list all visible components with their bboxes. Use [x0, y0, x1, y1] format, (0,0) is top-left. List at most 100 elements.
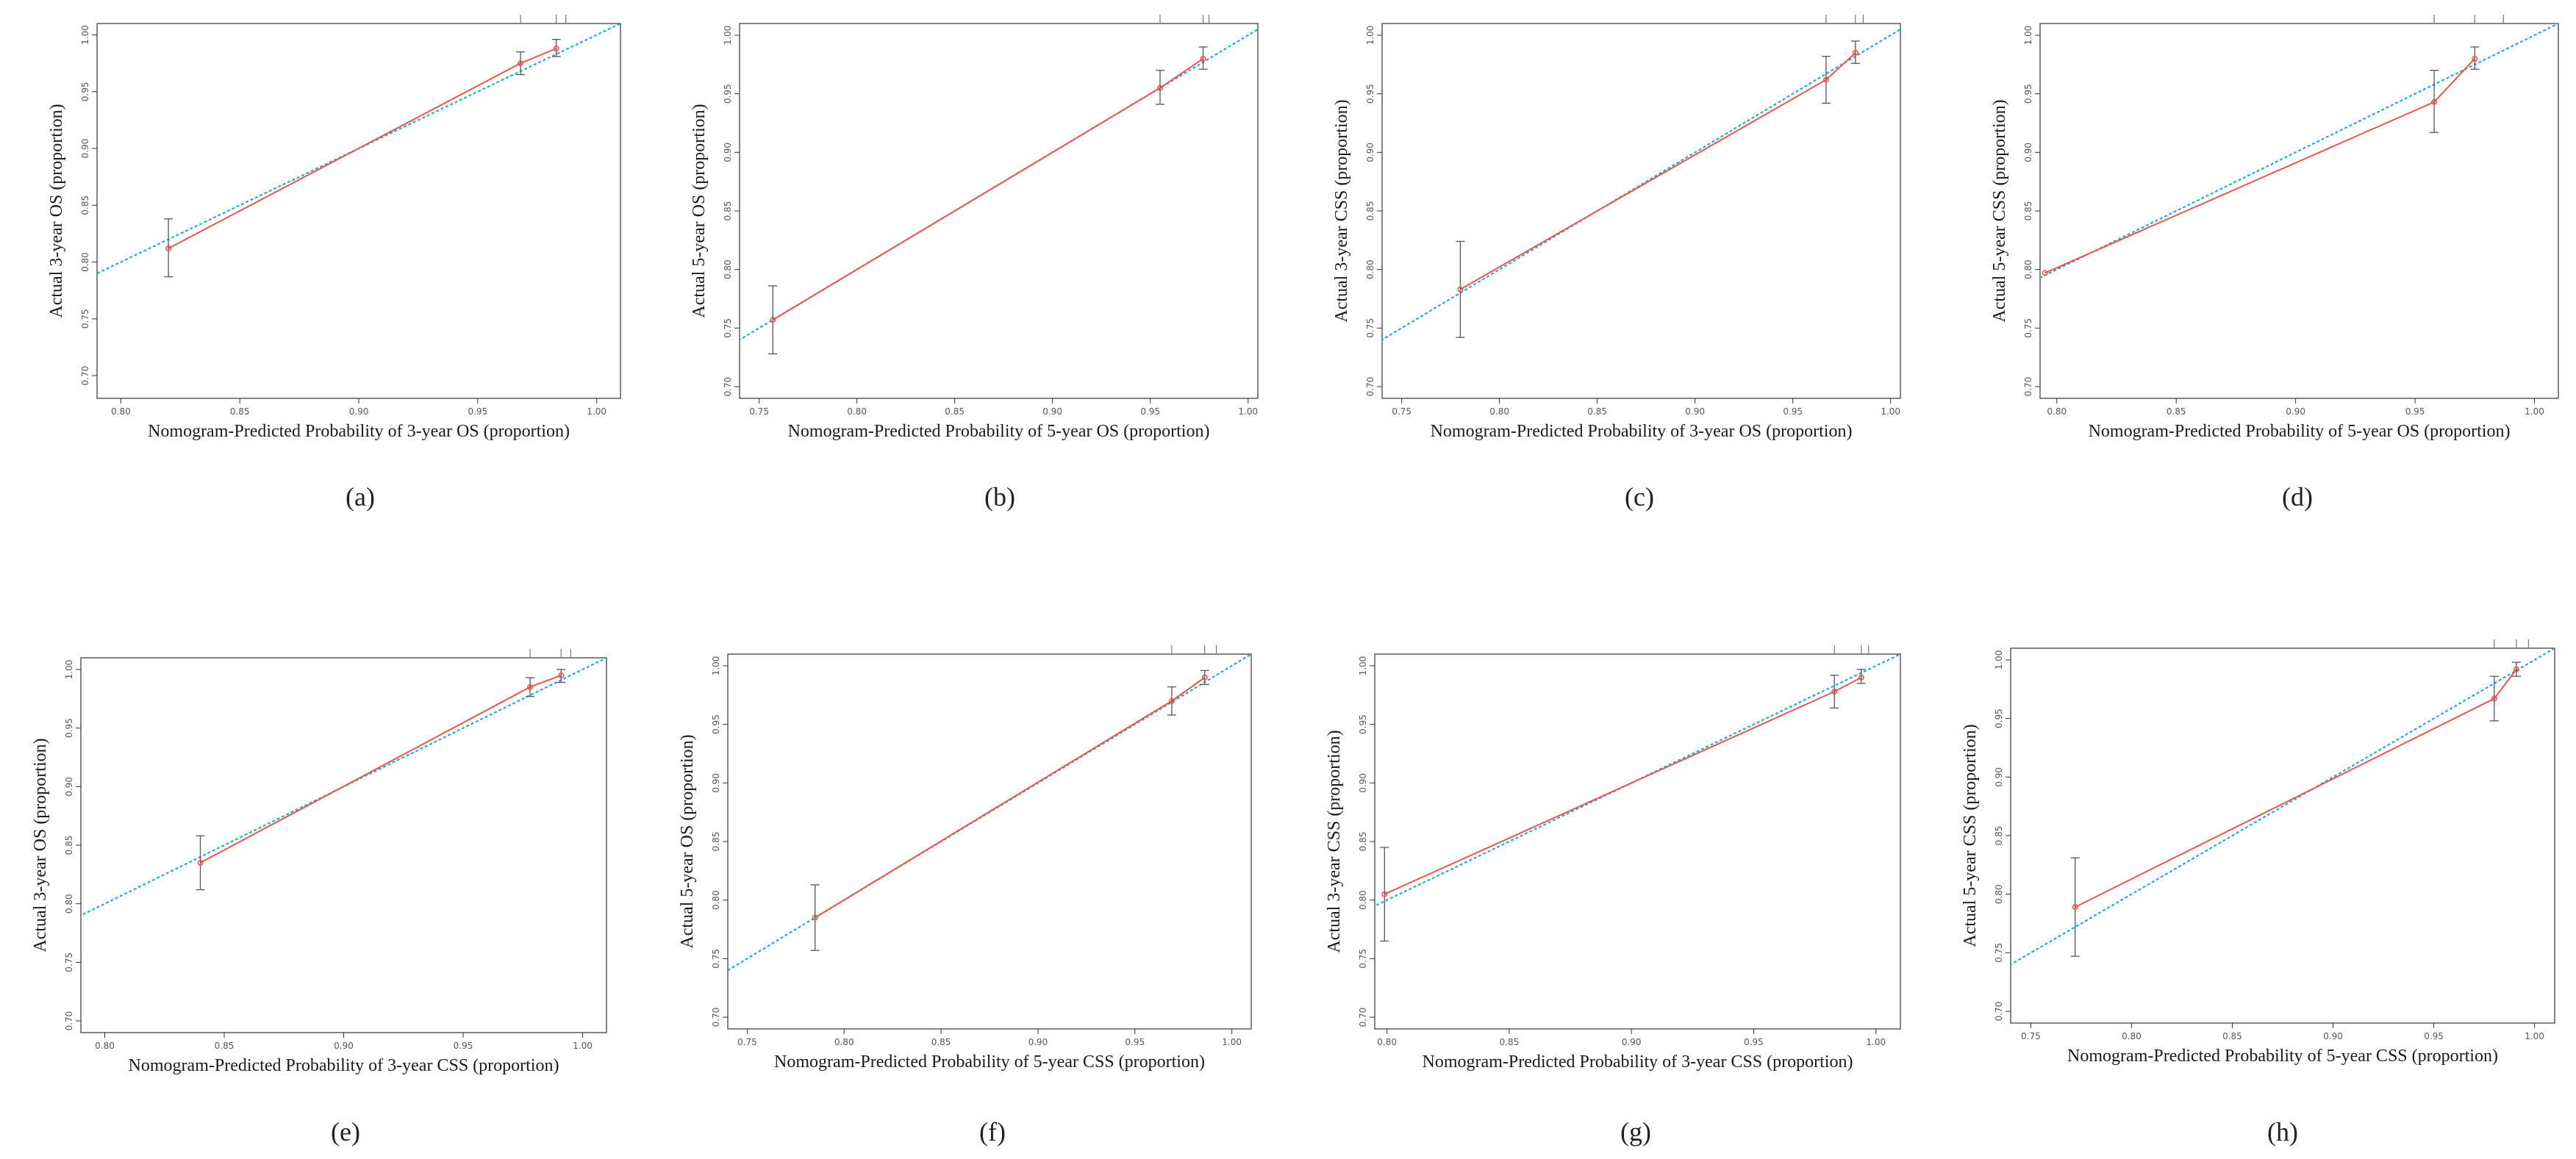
calibration-point	[197, 859, 204, 866]
calibration-point	[2472, 55, 2478, 62]
calibration-point	[1858, 674, 1864, 681]
calibration-point	[1822, 76, 1829, 83]
ideal-reference-line	[1382, 28, 1900, 341]
y-tick-label: 0.80	[723, 259, 733, 279]
x-axis-title: Nomogram-Predicted Probability of 5-year…	[788, 422, 1210, 441]
y-tick-label: 0.95	[1994, 708, 2004, 728]
y-tick-label: 0.95	[1365, 84, 1375, 104]
y-tick-label: 0.90	[80, 139, 90, 159]
plot-frame	[2010, 647, 2555, 1024]
x-axis-title: Nomogram-Predicted Probability of 3-year…	[1423, 1052, 1853, 1072]
x-axis-title: Nomogram-Predicted Probability of 5-year…	[774, 1052, 1205, 1072]
calibration-point	[1852, 49, 1858, 56]
calibration-line	[1459, 52, 1856, 290]
calibration-point	[812, 914, 818, 921]
y-tick-label: 0.70	[1994, 1002, 2004, 1022]
y-axis-title: Actual 5-year CSS (proportion)	[1961, 724, 1980, 947]
y-axis-title: Actual 5-year OS (proportion)	[690, 104, 709, 317]
calibration-line	[2075, 669, 2517, 908]
y-tick-label: 0.70	[80, 366, 90, 386]
plot-frame	[2039, 23, 2559, 399]
y-axis-title: Actual 5-year OS (proportion)	[678, 734, 697, 948]
calibration-point	[1381, 891, 1388, 897]
x-tick-label: 0.95	[1744, 1037, 1764, 1047]
x-tick-label: 0.75	[2021, 1031, 2041, 1041]
chart-panel-6: 0.75 0.80 0.85 0.90 0.95 1.00 0.70 0.75 0.80 0.85…	[678, 645, 1252, 1147]
calibration-point	[2042, 270, 2048, 276]
x-tick-label: 0.80	[2122, 1031, 2142, 1041]
y-tick-label: 0.95	[1358, 714, 1368, 734]
x-tick-label: 0.95	[1140, 406, 1160, 417]
plot-area	[2011, 648, 2555, 966]
x-tick-label: 0.75	[1392, 406, 1412, 417]
y-axis-title: Actual 3-year OS (proportion)	[31, 738, 50, 952]
y-tick-label: 1.00	[1358, 656, 1368, 676]
y-tick-label: 0.75	[711, 949, 721, 969]
panel-label: (e)	[331, 1117, 360, 1147]
x-tick-label: 0.85	[945, 406, 965, 417]
y-tick-label: 0.90	[1365, 143, 1375, 162]
chart-panel-4: 0.80 0.85 0.90 0.95 1.00 0.70 0.75 0.80 0.85 0.90…	[1990, 15, 2559, 512]
plot-area	[740, 28, 1258, 355]
x-axis-title: Nomogram-Predicted Probability of 5-year…	[2089, 422, 2511, 441]
ideal-reference-line	[81, 658, 607, 916]
y-tick-label: 0.85	[711, 832, 721, 852]
x-tick-label: 0.85	[1587, 406, 1607, 417]
y-tick-label: 0.90	[1358, 773, 1368, 793]
y-tick-label: 0.85	[1358, 832, 1368, 852]
panel-label: (b)	[984, 482, 1015, 512]
calibration-point	[526, 683, 533, 690]
x-tick-label: 0.95	[2424, 1031, 2444, 1041]
plot-frame	[739, 23, 1259, 399]
calibration-point	[770, 317, 776, 323]
y-tick-label: 1.00	[2023, 26, 2033, 46]
y-tick-label: 0.70	[64, 1011, 74, 1031]
calibration-line	[772, 57, 1204, 321]
calibration-point	[2431, 98, 2438, 105]
x-tick-label: 1.00	[2525, 406, 2544, 417]
plot-frame	[80, 657, 607, 1033]
x-axis-title: Nomogram-Predicted Probability of 3-year…	[1431, 422, 1853, 441]
y-axis-title: Actual 3-year CSS (proportion)	[1325, 730, 1344, 952]
plot-area	[97, 24, 620, 278]
y-tick-label: 0.90	[1994, 767, 2004, 787]
chart-panel-7: 0.80 0.85 0.90 0.95 1.00 0.70 0.75 0.80 0.85 0.90…	[1325, 645, 1901, 1147]
calibration-point	[2491, 695, 2497, 702]
y-tick-label: 1.00	[1365, 26, 1375, 46]
y-tick-label: 0.95	[80, 82, 90, 101]
x-tick-label: 1.00	[2525, 1031, 2544, 1041]
x-tick-label: 0.90	[2323, 1031, 2343, 1041]
x-tick-label: 0.95	[1783, 406, 1803, 417]
x-tick-label: 1.00	[587, 406, 607, 417]
y-tick-label: 0.70	[1365, 377, 1375, 397]
x-tick-label: 0.85	[1500, 1037, 1520, 1047]
calibration-line	[168, 48, 557, 249]
y-tick-label: 0.95	[64, 718, 74, 738]
calibration-point	[518, 60, 524, 67]
y-tick-label: 0.90	[723, 143, 733, 162]
x-tick-label: 0.90	[349, 406, 369, 417]
x-tick-label: 0.85	[2222, 1031, 2242, 1041]
y-tick-label: 1.00	[711, 656, 721, 676]
chart-panel-8: 0.75 0.80 0.85 0.90 0.95 1.00 0.70 0.75 0.80 0.85…	[1961, 639, 2555, 1147]
x-tick-label: 0.80	[834, 1037, 854, 1047]
plot-frame	[96, 23, 621, 399]
y-tick-label: 0.75	[1358, 949, 1368, 969]
y-tick-label: 0.80	[1365, 259, 1375, 279]
x-tick-label: 0.75	[737, 1037, 757, 1047]
calibration-line	[2044, 58, 2476, 274]
y-tick-label: 0.85	[723, 201, 733, 221]
chart-panel-2: 0.75 0.80 0.85 0.90 0.95 1.00 0.70 0.75 0.80 0.85…	[690, 15, 1259, 512]
x-tick-label: 0.75	[749, 406, 769, 417]
calibration-point	[1831, 688, 1838, 695]
calibration-point	[1457, 286, 1464, 293]
x-tick-label: 0.90	[334, 1041, 354, 1051]
x-tick-label: 0.80	[2047, 406, 2067, 417]
y-tick-label: 0.75	[723, 318, 733, 338]
y-tick-label: 0.95	[2023, 84, 2033, 104]
plot-frame	[1374, 653, 1901, 1030]
calibration-point	[165, 245, 172, 251]
ideal-reference-line	[97, 24, 620, 275]
x-tick-label: 0.90	[1685, 406, 1705, 417]
